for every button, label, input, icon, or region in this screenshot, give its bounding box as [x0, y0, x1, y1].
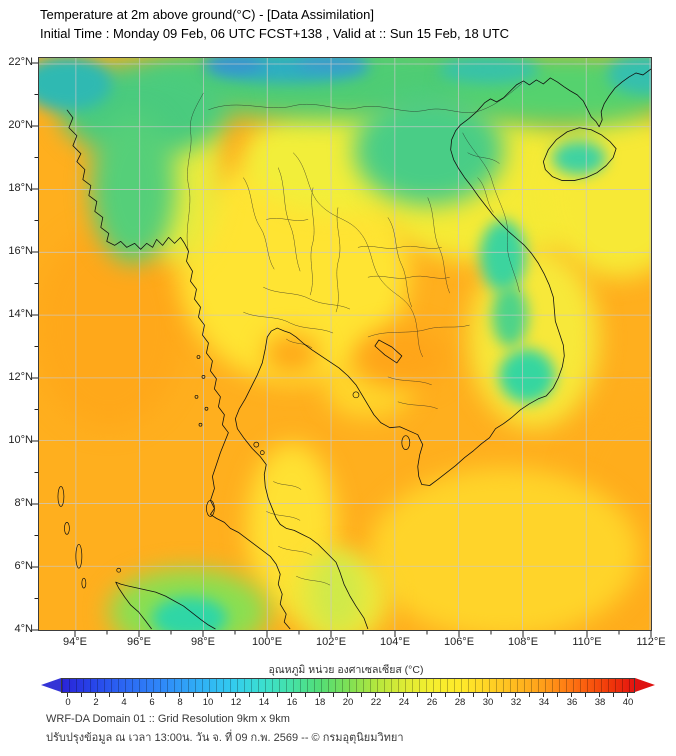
page-subtitle: Initial Time : Monday 09 Feb, 06 UTC FCS… — [40, 26, 510, 41]
lat-label: 20°N — [8, 119, 33, 131]
colorbar-tick-label: 20 — [342, 697, 354, 708]
colorbar-tick-label: 6 — [149, 697, 155, 708]
colorbar-tick-label: 34 — [538, 697, 550, 708]
coastline-paths — [66, 68, 651, 630]
temp-field-blob — [264, 334, 319, 374]
lat-axis: 22°N 20°N 18°N 16°N 14°N 12°N 10°N 8°N 6… — [0, 56, 35, 635]
lat-label: 8°N — [14, 497, 33, 509]
temp-field-blob — [204, 58, 264, 73]
colorbar: 0 2 4 6 8 10 12 14 16 18 20 22 24 26 28 … — [38, 678, 658, 710]
colorbar-tick-label: 26 — [426, 697, 438, 708]
colorbar-tick-label: 22 — [370, 697, 382, 708]
lat-label: 6°N — [14, 560, 33, 572]
lon-label: 112°E — [636, 636, 666, 648]
graticule-gridlines — [39, 58, 651, 630]
lon-label: 98°E — [191, 636, 215, 648]
temp-field-blob — [152, 597, 227, 630]
colorbar-tick-label: 16 — [286, 697, 298, 708]
temp-field-blob — [499, 349, 555, 403]
island-outlines — [57, 355, 411, 589]
lat-label: 18°N — [8, 182, 33, 194]
temp-field-blob — [39, 228, 184, 428]
admin-borders — [186, 82, 523, 586]
colorbar-tick-label: 28 — [454, 697, 466, 708]
footer-domain-info: WRF-DA Domain 01 :: Grid Resolution 9km … — [46, 713, 290, 725]
temp-field-blob — [492, 285, 528, 347]
colorbar-tick-label: 4 — [121, 697, 127, 708]
footer-update-info: ปรับปรุงข้อมูล ณ เวลา 13:00น. วัน จ. ที่… — [46, 732, 404, 744]
temp-field-blob — [91, 113, 176, 263]
colorbar-min-arrow — [41, 678, 61, 692]
lat-label: 14°N — [8, 308, 33, 320]
lon-axis: 94°E 96°E 98°E 100°E 102°E 104°E 106°E 1… — [38, 636, 666, 650]
colorbar-tick-label: 30 — [482, 697, 494, 708]
colorbar-tick-label: 40 — [622, 697, 634, 708]
lon-label: 96°E — [127, 636, 151, 648]
temp-field-blob — [552, 141, 606, 175]
colorbar-max-arrow — [635, 678, 655, 692]
colorbar-tick-label: 2 — [93, 697, 99, 708]
lon-label: 106°E — [443, 636, 475, 648]
colorbar-tick-label: 32 — [510, 697, 522, 708]
temp-field-blob — [369, 468, 639, 630]
lon-label: 102°E — [315, 636, 347, 648]
lat-label: 4°N — [14, 623, 33, 635]
map-overlay-svg — [39, 58, 651, 630]
lon-label: 108°E — [507, 636, 539, 648]
colorbar-tick-label: 10 — [202, 697, 214, 708]
temp-field-blob — [480, 220, 526, 292]
colorbar-gradient — [61, 678, 635, 693]
lat-label: 22°N — [8, 56, 33, 68]
lon-label: 110°E — [572, 636, 602, 648]
lon-label: 104°E — [379, 636, 411, 648]
colorbar-tickmarks — [67, 693, 632, 697]
colorbar-tick-label: 38 — [594, 697, 606, 708]
colorbar-label: อุณหภูมิ หน่วย องศาเซลเซียส (°C) — [268, 664, 424, 676]
colorbar-tick-label: 8 — [177, 697, 183, 708]
colorbar-tick-label: 18 — [314, 697, 326, 708]
lon-label: 100°E — [251, 636, 283, 648]
lat-label: 12°N — [8, 371, 33, 383]
lat-label: 10°N — [8, 434, 33, 446]
lon-label: 94°E — [63, 636, 87, 648]
map-canvas — [38, 57, 652, 631]
colorbar-tick-label: 0 — [65, 697, 71, 708]
colorbar-tick-label: 36 — [566, 697, 578, 708]
lat-label: 16°N — [8, 245, 33, 257]
colorbar-tick-label: 14 — [258, 697, 270, 708]
page-title: Temperature at 2m above ground(°C) - [Da… — [40, 7, 374, 22]
colorbar-tick-label: 12 — [230, 697, 242, 708]
colorbar-tick-label: 24 — [398, 697, 410, 708]
temp-field-blob — [354, 95, 504, 205]
